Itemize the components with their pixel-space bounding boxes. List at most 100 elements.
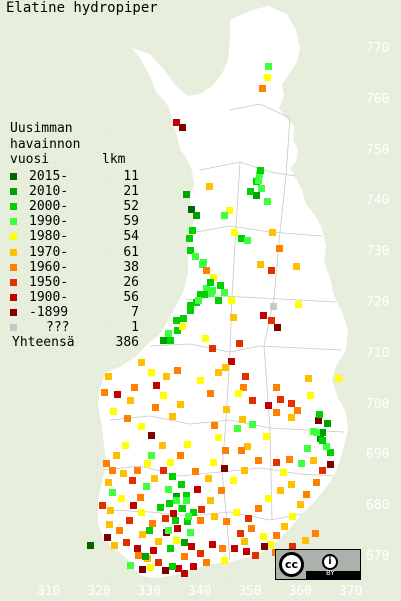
observation-marker xyxy=(206,183,213,190)
observation-marker xyxy=(134,467,141,474)
observation-marker xyxy=(110,408,117,415)
observation-marker xyxy=(310,457,317,464)
observation-marker xyxy=(190,509,197,516)
observation-marker xyxy=(215,297,222,304)
observation-marker xyxy=(252,552,259,559)
observation-marker xyxy=(304,445,311,452)
observation-marker xyxy=(249,421,256,428)
observation-marker xyxy=(264,198,271,205)
observation-marker xyxy=(162,515,169,522)
observation-marker xyxy=(160,392,167,399)
observation-marker xyxy=(255,177,262,184)
observation-marker xyxy=(240,384,247,391)
map-borders xyxy=(103,103,345,561)
observation-marker xyxy=(255,457,262,464)
legend-swatch xyxy=(10,218,17,226)
observation-marker xyxy=(218,487,225,494)
observation-marker xyxy=(215,369,222,376)
legend-header-count: lkm xyxy=(102,152,126,167)
observation-marker xyxy=(123,539,130,546)
observation-marker xyxy=(174,327,181,334)
observation-marker xyxy=(153,382,160,389)
observation-marker xyxy=(265,495,272,502)
observation-marker xyxy=(256,171,263,178)
observation-marker xyxy=(122,442,129,449)
observation-marker xyxy=(237,530,244,537)
legend-swatch xyxy=(10,263,17,271)
observation-marker xyxy=(184,518,191,525)
legend-swatch xyxy=(10,203,17,211)
observation-marker xyxy=(273,409,280,416)
legend-count: 11 xyxy=(123,169,139,184)
observation-marker xyxy=(219,545,226,552)
observation-marker xyxy=(327,449,334,456)
observation-marker xyxy=(138,423,145,430)
observation-marker xyxy=(167,337,174,344)
observation-marker xyxy=(286,456,293,463)
observation-marker xyxy=(173,537,180,544)
legend-total-count: 386 xyxy=(115,335,139,350)
legend-label: 2010- xyxy=(29,184,69,200)
observation-marker xyxy=(241,538,248,545)
observation-marker xyxy=(316,411,323,418)
observation-markers xyxy=(87,63,342,577)
observation-marker xyxy=(201,291,208,298)
observation-marker xyxy=(155,538,162,545)
observation-marker xyxy=(209,287,216,294)
observation-marker xyxy=(200,259,207,266)
legend-label: -1899 xyxy=(29,304,69,320)
legend-label: 1960- xyxy=(29,259,69,275)
y-axis-label: 670 xyxy=(366,549,390,564)
x-axis-label: 350 xyxy=(238,584,262,599)
observation-marker xyxy=(257,261,264,268)
legend-swatch xyxy=(10,248,17,256)
observation-marker xyxy=(174,525,181,532)
observation-marker xyxy=(160,467,167,474)
observation-marker xyxy=(274,324,281,331)
legend-swatch xyxy=(10,308,17,316)
observation-marker xyxy=(109,489,116,496)
observation-marker xyxy=(118,495,125,502)
observation-marker xyxy=(244,443,251,450)
observation-marker xyxy=(324,420,331,427)
observation-marker xyxy=(173,493,180,500)
observation-marker xyxy=(203,267,210,274)
observation-marker xyxy=(236,340,243,347)
observation-marker xyxy=(231,545,238,552)
legend-swatch xyxy=(10,278,17,286)
observation-marker xyxy=(327,461,334,468)
observation-marker xyxy=(126,517,133,524)
observation-marker xyxy=(221,465,228,472)
observation-marker xyxy=(273,384,280,391)
observation-marker xyxy=(207,497,214,504)
x-axis-label: 360 xyxy=(288,584,312,599)
observation-marker xyxy=(276,245,283,252)
observation-marker xyxy=(148,369,155,376)
cc-by-license-badge[interactable]: cc i BY xyxy=(275,549,361,580)
observation-marker xyxy=(263,433,270,440)
legend-count: 1 xyxy=(131,320,139,335)
observation-marker xyxy=(173,497,180,504)
observation-marker xyxy=(315,417,322,424)
x-axis-label: 320 xyxy=(87,584,111,599)
observation-marker xyxy=(185,513,192,520)
observation-marker xyxy=(109,467,116,474)
y-axis-label: 750 xyxy=(366,142,390,158)
legend-swatch xyxy=(10,188,17,196)
legend-header-year: vuosi xyxy=(10,152,50,167)
observation-marker xyxy=(231,229,238,236)
observation-marker xyxy=(313,479,320,486)
observation-marker xyxy=(210,274,217,281)
observation-marker xyxy=(188,543,195,550)
observation-marker xyxy=(258,185,265,192)
observation-marker xyxy=(170,510,177,517)
observation-marker xyxy=(305,375,312,382)
observation-marker xyxy=(172,517,179,524)
y-axis-label: 700 xyxy=(366,396,390,412)
observation-marker xyxy=(265,402,272,409)
observation-marker xyxy=(193,212,200,219)
legend-swatch xyxy=(10,233,17,241)
legend-count: 7 xyxy=(131,304,139,320)
observation-marker xyxy=(288,414,295,421)
